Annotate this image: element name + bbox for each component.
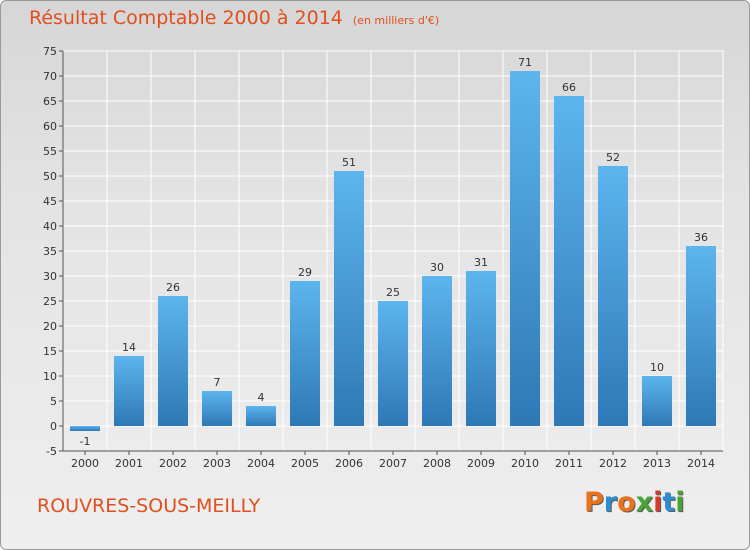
data-label: 14 [122, 341, 136, 354]
bar [114, 356, 144, 426]
y-tick-label: 70 [43, 70, 57, 83]
x-tick-label: 2002 [159, 457, 187, 470]
axes [59, 50, 723, 455]
logo-letter: i [653, 487, 663, 518]
proxiti-logo: Proxiti [584, 487, 685, 518]
data-label: 25 [386, 286, 400, 299]
chart-title: Résultat Comptable 2000 à 2014 (en millie… [29, 7, 439, 29]
y-tick-label: 55 [43, 145, 57, 158]
labels: -5 0 5 10 15 20 25 30 35 40 45 50 55 60 65 70 75 -1 2000 14… [43, 45, 715, 470]
data-label: 31 [474, 256, 488, 269]
data-label: 30 [430, 261, 444, 274]
chart-subtitle: (en milliers d'€) [352, 14, 440, 27]
data-label: 51 [342, 156, 356, 169]
y-tick-label: -5 [46, 445, 57, 458]
bar [246, 406, 276, 426]
bars [70, 71, 716, 431]
y-tick-label: 0 [50, 420, 57, 433]
x-tick-label: 2001 [115, 457, 143, 470]
y-tick-label: 35 [43, 245, 57, 258]
x-tick-label: 2012 [599, 457, 627, 470]
x-tick-label: 2013 [643, 457, 671, 470]
y-tick-label: 65 [43, 95, 57, 108]
y-tick-label: 40 [43, 220, 57, 233]
data-label: 4 [258, 391, 265, 404]
y-tick-label: 50 [43, 170, 57, 183]
commune-name: ROUVRES-SOUS-MEILLY [37, 495, 261, 517]
data-label: 10 [650, 361, 664, 374]
y-tick-label: 75 [43, 45, 57, 58]
x-tick-label: 2008 [423, 457, 451, 470]
bar [466, 271, 496, 426]
bar [158, 296, 188, 426]
data-label: 52 [606, 151, 620, 164]
data-label: 26 [166, 281, 180, 294]
y-tick-label: 20 [43, 320, 57, 333]
bar [378, 301, 408, 426]
y-tick-label: 30 [43, 270, 57, 283]
x-tick-label: 2007 [379, 457, 407, 470]
data-label: 66 [562, 81, 576, 94]
chart-title-text: Résultat Comptable 2000 à 2014 [29, 7, 343, 29]
y-tick-label: 15 [43, 345, 57, 358]
y-tick-label: 5 [50, 395, 57, 408]
x-tick-label: 2011 [555, 457, 583, 470]
bar [510, 71, 540, 426]
x-tick-label: 2003 [203, 457, 231, 470]
x-tick-label: 2004 [247, 457, 275, 470]
logo-letter: P [584, 487, 604, 518]
y-tick-label: 60 [43, 120, 57, 133]
data-label: 71 [518, 56, 532, 69]
y-tick-label: 45 [43, 195, 57, 208]
bar [290, 281, 320, 426]
x-tick-label: 2010 [511, 457, 539, 470]
logo-letter: o [617, 487, 636, 518]
data-label: 29 [298, 266, 312, 279]
logo-letter: r [603, 487, 618, 518]
logo-letter: t [662, 487, 676, 518]
bar [70, 426, 100, 431]
y-tick-label: 25 [43, 295, 57, 308]
x-tick-label: 2005 [291, 457, 319, 470]
x-tick-label: 2006 [335, 457, 363, 470]
x-tick-label: 2009 [467, 457, 495, 470]
bar [642, 376, 672, 426]
data-label: -1 [80, 435, 91, 448]
bar [686, 246, 716, 426]
x-tick-label: 2000 [71, 457, 99, 470]
logo-letter: x [635, 487, 654, 518]
bar [422, 276, 452, 426]
bar [202, 391, 232, 426]
bar [334, 171, 364, 426]
x-tick-label: 2014 [687, 457, 715, 470]
logo-letter: i [675, 487, 685, 518]
y-tick-label: 10 [43, 370, 57, 383]
data-label: 7 [214, 376, 221, 389]
data-label: 36 [694, 231, 708, 244]
bar [554, 96, 584, 426]
bar [598, 166, 628, 426]
